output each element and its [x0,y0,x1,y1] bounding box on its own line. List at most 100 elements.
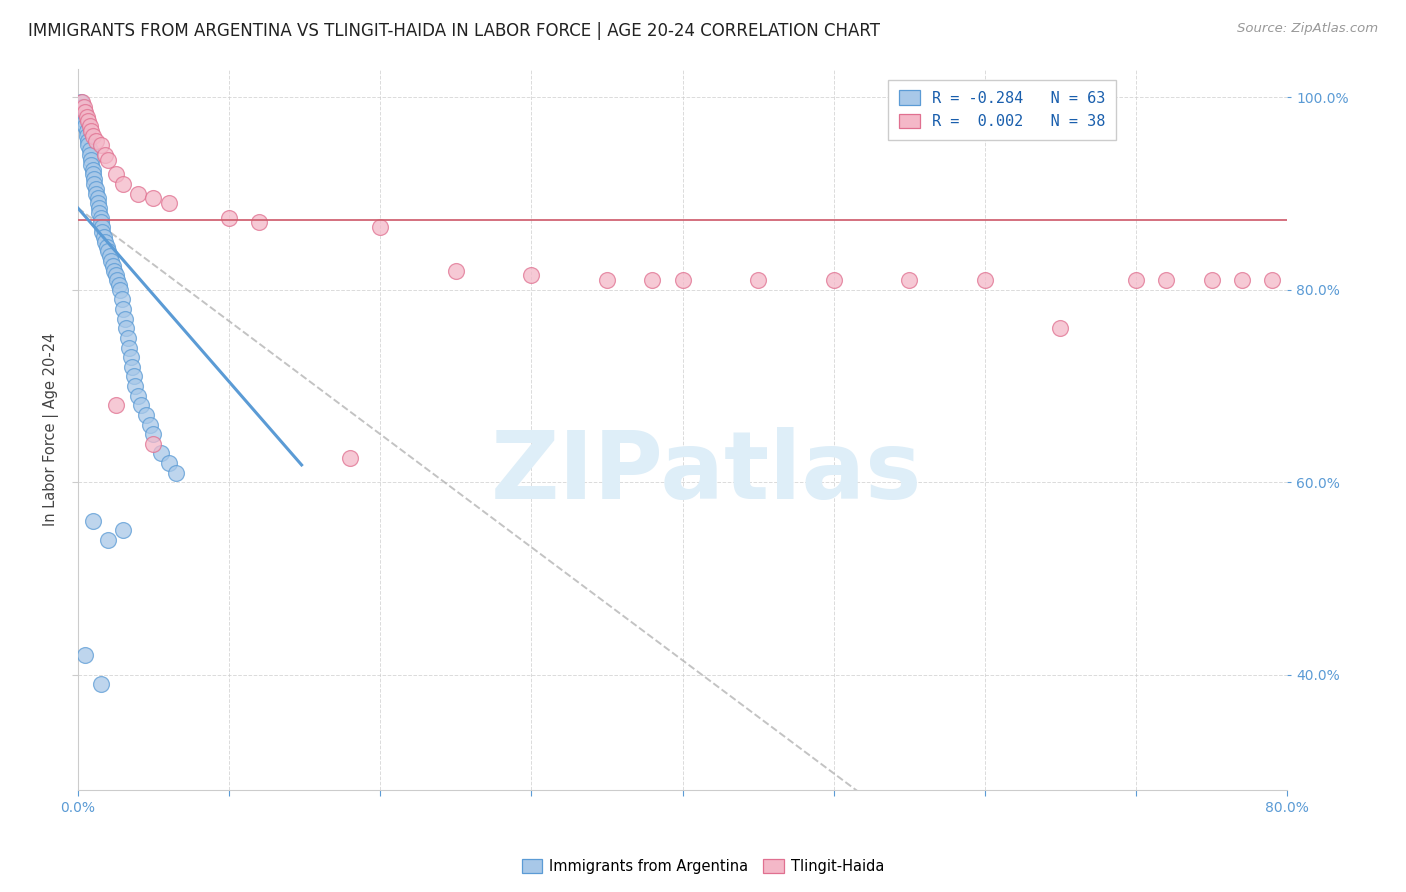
Point [75,648,97,663]
Point [339,451,361,466]
Point [87,206,110,220]
Point [80,153,103,167]
Point [77,134,100,148]
Point [120,350,142,364]
Point [86,196,108,211]
Point [108,283,131,297]
Point [142,436,165,450]
Point [973,273,995,287]
Point [80,124,103,138]
Point [218,211,240,225]
Point [98,249,121,263]
Point [80,158,103,172]
Point [93,230,115,244]
Point [1125,273,1147,287]
Point [112,301,135,316]
Point [520,268,543,283]
Point [73,110,96,124]
Point [97,244,120,259]
Point [596,273,619,287]
Point [75,120,97,134]
Point [96,239,118,253]
Point [72,95,94,110]
Y-axis label: In Labor Force | Age 20-24: In Labor Force | Age 20-24 [44,333,59,526]
Point [1154,273,1177,287]
Point [82,162,104,177]
Point [107,278,129,293]
Text: IMMIGRANTS FROM ARGENTINA VS TLINGIT-HAIDA IN LABOR FORCE | AGE 20-24 CORRELATIO: IMMIGRANTS FROM ARGENTINA VS TLINGIT-HAI… [28,22,880,40]
Point [671,273,693,287]
Point [84,134,107,148]
Point [79,148,101,162]
Point [112,524,135,538]
Point [165,466,187,480]
Point [90,677,112,691]
Point [1261,273,1284,287]
Point [142,427,165,442]
Point [139,417,162,432]
Point [117,331,139,345]
Point [118,341,141,355]
Point [122,369,145,384]
Point [115,321,138,335]
Point [105,273,128,287]
Point [73,104,96,119]
Point [112,177,135,191]
Point [76,110,98,124]
Point [70,95,93,110]
Point [127,389,149,403]
Point [84,186,107,201]
Point [90,211,112,225]
Point [73,100,96,114]
Point [87,201,110,215]
Point [97,153,120,167]
Point [368,220,391,235]
Point [84,182,107,196]
Point [90,138,112,153]
Point [79,144,101,158]
Point [90,215,112,229]
Point [1230,273,1253,287]
Point [82,514,104,528]
Point [103,263,125,277]
Point [91,220,114,235]
Point [83,172,105,186]
Point [131,398,153,412]
Point [104,268,127,283]
Legend: R = -0.284   N = 63, R =  0.002   N = 38: R = -0.284 N = 63, R = 0.002 N = 38 [889,79,1116,140]
Point [444,263,467,277]
Point [247,215,270,229]
Point [157,196,180,211]
Point [94,148,117,162]
Text: ZIPatlas: ZIPatlas [491,426,922,518]
Point [114,311,136,326]
Point [898,273,921,287]
Point [91,225,114,239]
Text: Source: ZipAtlas.com: Source: ZipAtlas.com [1237,22,1378,36]
Point [104,398,127,412]
Point [100,254,122,268]
Point [77,114,100,128]
Point [142,191,165,205]
Point [101,259,124,273]
Point [75,104,97,119]
Point [82,167,104,181]
Legend: Immigrants from Argentina, Tlingit-Haida: Immigrants from Argentina, Tlingit-Haida [516,854,890,880]
Point [127,186,149,201]
Point [124,379,146,393]
Point [121,359,143,374]
Point [150,446,173,460]
Point [79,120,101,134]
Point [76,128,98,143]
Point [83,177,105,191]
Point [823,273,845,287]
Point [72,100,94,114]
Point [1049,321,1071,335]
Point [97,533,120,547]
Point [747,273,769,287]
Point [111,293,134,307]
Point [157,456,180,470]
Point [135,408,157,422]
Point [104,167,127,181]
Point [75,114,97,128]
